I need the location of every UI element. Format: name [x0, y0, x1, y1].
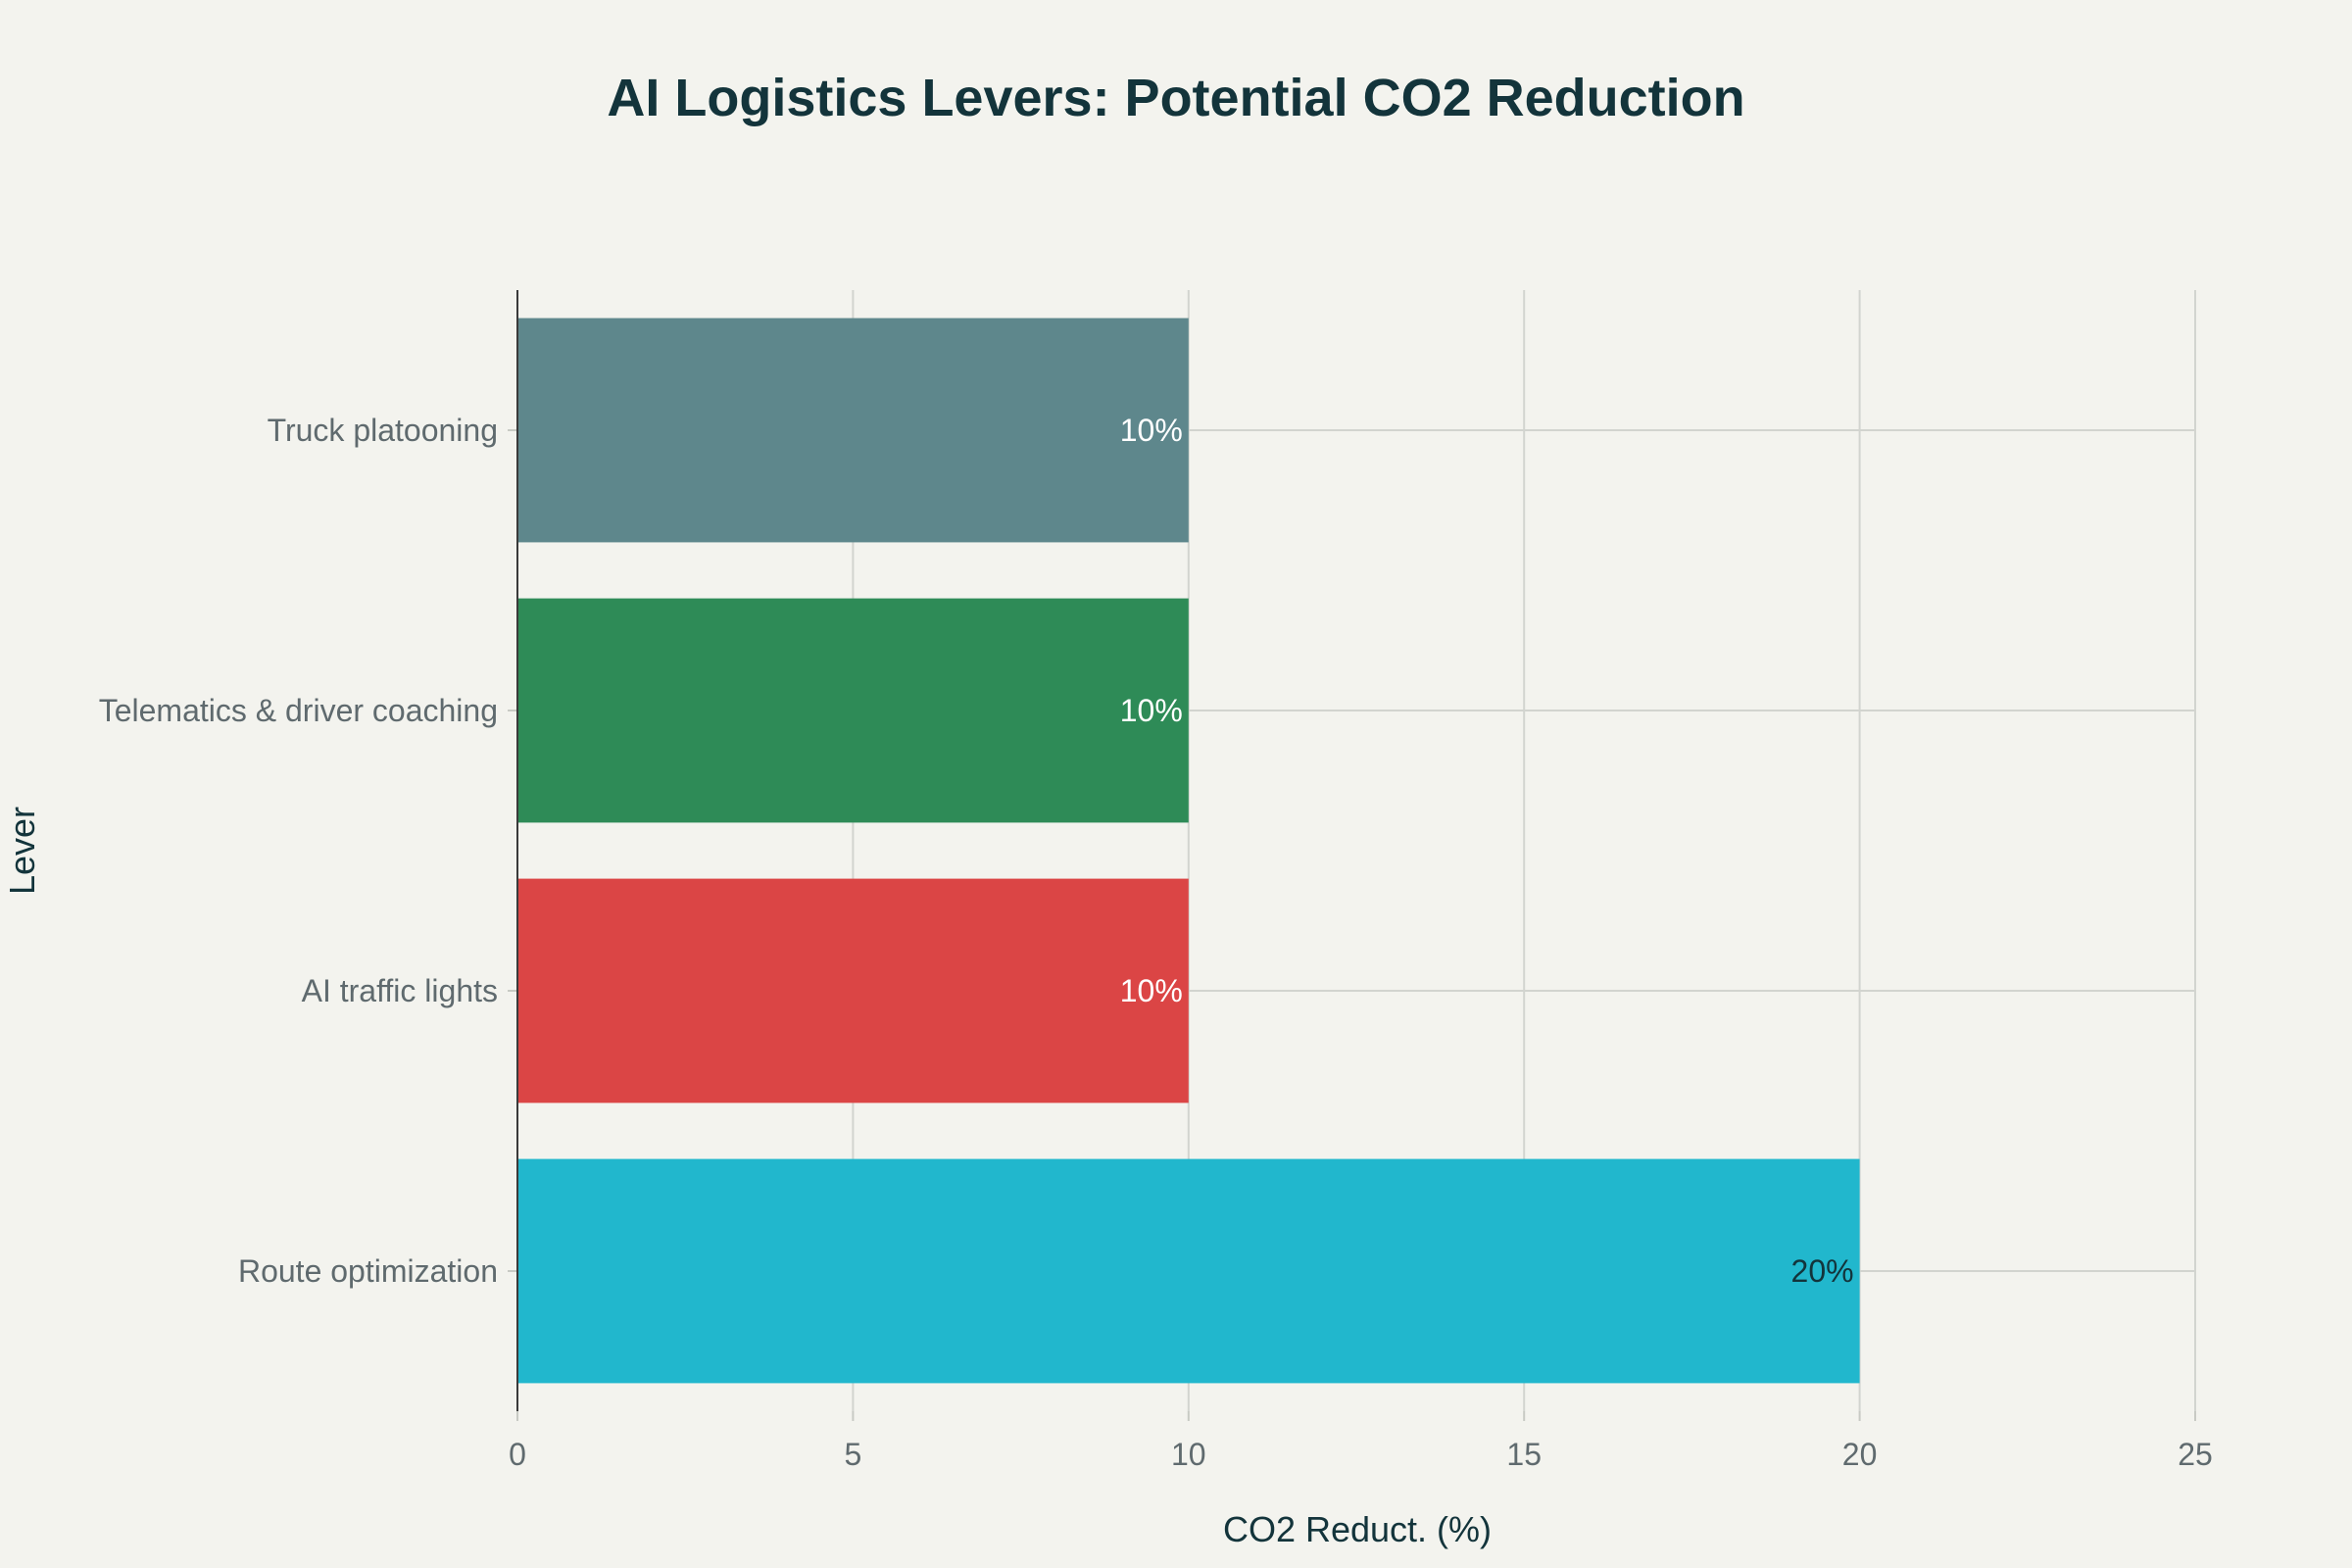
- bar-data-label: 10%: [1120, 973, 1183, 1008]
- x-tick-label: 20: [1842, 1437, 1878, 1472]
- bar-data-label: 20%: [1791, 1253, 1854, 1289]
- bar: [517, 318, 1189, 543]
- x-tick-label: 5: [845, 1437, 862, 1472]
- y-tick-label: AI traffic lights: [302, 973, 498, 1008]
- x-axis-title: CO2 Reduct. (%): [1223, 1509, 1492, 1549]
- bar-data-label: 10%: [1120, 413, 1183, 448]
- x-tick-label: 0: [509, 1437, 526, 1472]
- x-tick-label: 15: [1506, 1437, 1542, 1472]
- chart-title: AI Logistics Levers: Potential CO2 Reduc…: [607, 69, 1744, 127]
- bar-data-label: 10%: [1120, 693, 1183, 728]
- y-tick-label: Route optimization: [238, 1253, 498, 1289]
- bars: 10% 10% 10% 20%: [517, 318, 1860, 1384]
- x-tick-label: 10: [1171, 1437, 1206, 1472]
- x-axis-tick-labels: 0 5 10 15 20 25: [509, 1437, 2213, 1472]
- y-axis-tick-labels: Truck platooning Telematics & driver coac…: [99, 413, 498, 1289]
- y-tick-label: Truck platooning: [268, 413, 498, 448]
- bar: [517, 878, 1189, 1103]
- bar: [517, 1158, 1860, 1384]
- y-axis-title: Lever: [2, 807, 42, 895]
- x-tick-label: 25: [2178, 1437, 2213, 1472]
- bar: [517, 598, 1189, 823]
- y-tick-label: Telematics & driver coaching: [99, 693, 498, 728]
